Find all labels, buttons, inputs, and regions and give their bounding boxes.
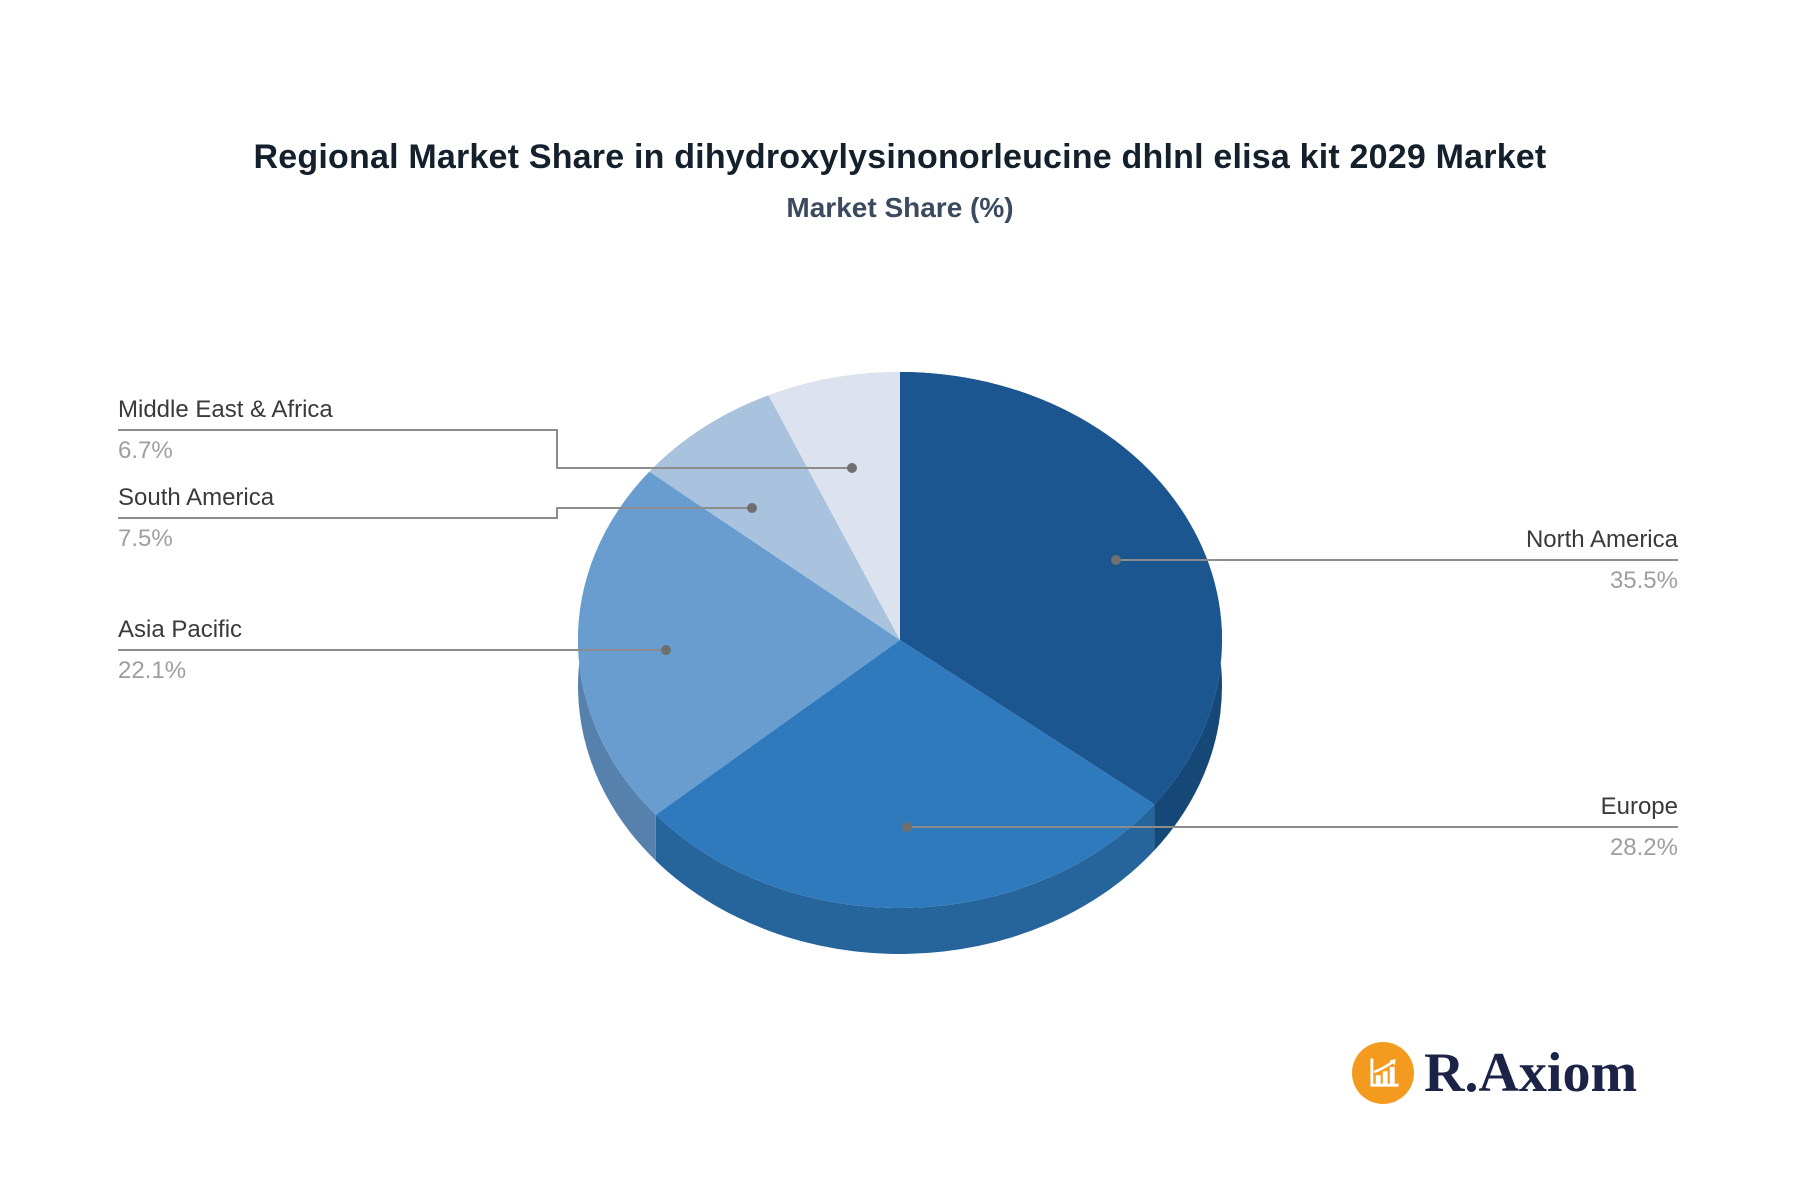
pie-callout-lines [118, 429, 1678, 832]
callout-label-south-america: South America [118, 484, 275, 511]
callout-value-south-america: 7.5% [118, 525, 173, 552]
pie-slice-side-europe [655, 804, 1155, 955]
callout-label-europe: Europe [1600, 793, 1678, 820]
pie-slice-middle-east-africa[interactable] [768, 372, 900, 640]
callout-dot-north-america [1111, 555, 1121, 565]
callout-value-north-america: 35.5% [1609, 567, 1678, 594]
logo-text: R.Axiom [1424, 1042, 1638, 1104]
bar-chart-growth-icon [1370, 1058, 1399, 1087]
callout-dot-europe [902, 822, 912, 832]
callout-dot-asia-pacific [661, 645, 671, 655]
pie-slices [578, 372, 1223, 909]
callout-value-asia-pacific: 22.1% [118, 657, 187, 684]
callout-label-north-america: North America [1525, 526, 1678, 553]
callout-dot-middle-east-africa [847, 463, 857, 473]
callout-dot-south-america [747, 503, 757, 513]
pie-slice-europe[interactable] [655, 640, 1155, 909]
callout-line-south-america [118, 507, 752, 519]
callout-label-middle-east-africa: Middle East & Africa [118, 396, 333, 423]
callout-label-asia-pacific: Asia Pacific [118, 616, 243, 643]
chart-subtitle: Market Share (%) [786, 192, 1014, 223]
pie-slice-north-america[interactable] [900, 372, 1223, 805]
chart-title: Regional Market Share in dihydroxylysino… [253, 138, 1547, 176]
callout-line-middle-east-africa [118, 429, 852, 469]
pie-slice-south-america[interactable] [649, 395, 900, 640]
logo-bar-chart-icon [1352, 1042, 1414, 1104]
callout-value-middle-east-africa: 6.7% [118, 437, 173, 464]
pie-slice-asia-pacific[interactable] [578, 471, 900, 815]
logo: R.Axiom [1352, 1038, 1637, 1108]
callout-value-europe: 28.2% [1609, 834, 1678, 861]
